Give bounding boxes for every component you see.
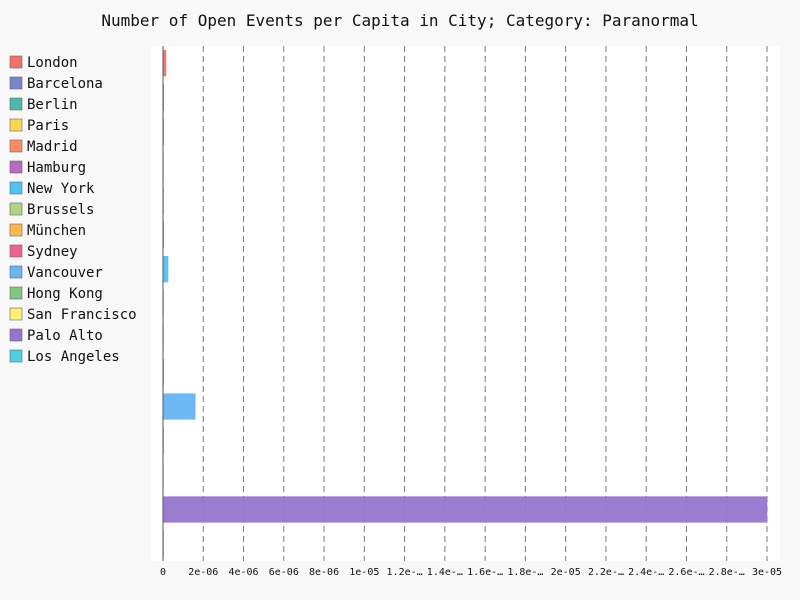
legend-swatch-london xyxy=(9,55,23,69)
legend-label-m-nchen[interactable]: München xyxy=(27,223,86,239)
legend-swatch-barcelona xyxy=(9,76,23,90)
grid-lines xyxy=(202,46,768,561)
x-tick-label: 1.2e-… xyxy=(387,567,423,578)
legend: London Barcelona Berlin Paris Madrid Hamburg N… xyxy=(9,55,137,365)
legend-label-palo-alto[interactable]: Palo Alto xyxy=(27,328,103,344)
legend-label-vancouver[interactable]: Vancouver xyxy=(27,265,103,281)
legend-swatch-vancouver xyxy=(9,265,23,279)
x-tick-label: 3e-05 xyxy=(752,567,782,578)
legend-swatch-los-angeles xyxy=(9,349,23,363)
legend-swatch-palo-alto xyxy=(9,328,23,342)
legend-label-berlin[interactable]: Berlin xyxy=(27,97,78,113)
legend-label-madrid[interactable]: Madrid xyxy=(27,139,78,155)
bar-vancouver[interactable] xyxy=(162,393,196,420)
x-tick-label: 1.4e-… xyxy=(427,567,463,578)
legend-swatch-new-york xyxy=(9,181,23,195)
x-tick-label: 2e-05 xyxy=(551,567,581,578)
legend-swatch-hong-kong xyxy=(9,286,23,300)
x-tick-label: 2.6e-… xyxy=(668,567,704,578)
legend-label-new-york[interactable]: New York xyxy=(27,181,95,197)
legend-swatch-hamburg xyxy=(9,160,23,174)
x-tick-label: 1e-05 xyxy=(349,567,379,578)
legend-label-sydney[interactable]: Sydney xyxy=(27,244,78,260)
plot-area xyxy=(151,46,780,561)
x-tick-label: 4e-06 xyxy=(228,567,258,578)
x-tick-label: 2.4e-… xyxy=(628,567,664,578)
legend-swatch-sydney xyxy=(9,244,23,258)
x-tick-label: 8e-06 xyxy=(309,567,339,578)
x-tick-label: 0 xyxy=(160,567,166,578)
legend-swatch-m-nchen xyxy=(9,223,23,237)
legend-label-brussels[interactable]: Brussels xyxy=(27,202,94,218)
x-tick-label: 1.8e-… xyxy=(507,567,543,578)
legend-label-barcelona[interactable]: Barcelona xyxy=(27,76,103,92)
bar-new-york[interactable] xyxy=(162,256,169,283)
legend-swatch-madrid xyxy=(9,139,23,153)
legend-swatch-brussels xyxy=(9,202,23,216)
legend-label-los-angeles[interactable]: Los Angeles xyxy=(27,349,120,365)
x-tick-label: 1.6e-… xyxy=(467,567,503,578)
x-tick-label: 2.2e-… xyxy=(588,567,624,578)
chart-title: Number of Open Events per Capita in City… xyxy=(101,11,698,30)
x-tick-label: 6e-06 xyxy=(269,567,299,578)
legend-label-hong-kong[interactable]: Hong Kong xyxy=(27,286,103,302)
x-tick-label: 2.8e-… xyxy=(709,567,745,578)
bar-palo-alto[interactable] xyxy=(162,496,768,523)
legend-swatch-san-francisco xyxy=(9,307,23,321)
legend-label-san-francisco[interactable]: San Francisco xyxy=(27,307,137,323)
bars xyxy=(162,50,768,557)
x-tick-label: 2e-06 xyxy=(188,567,218,578)
legend-swatch-paris xyxy=(9,118,23,132)
x-axis-ticks: 0 2e-06 4e-06 6e-06 8e-06 1e-05 1.2e-… 1.4e-… 1.… xyxy=(160,567,782,578)
legend-label-london[interactable]: London xyxy=(27,55,78,71)
legend-label-paris[interactable]: Paris xyxy=(27,118,69,134)
legend-label-hamburg[interactable]: Hamburg xyxy=(27,160,86,176)
legend-swatch-berlin xyxy=(9,97,23,111)
